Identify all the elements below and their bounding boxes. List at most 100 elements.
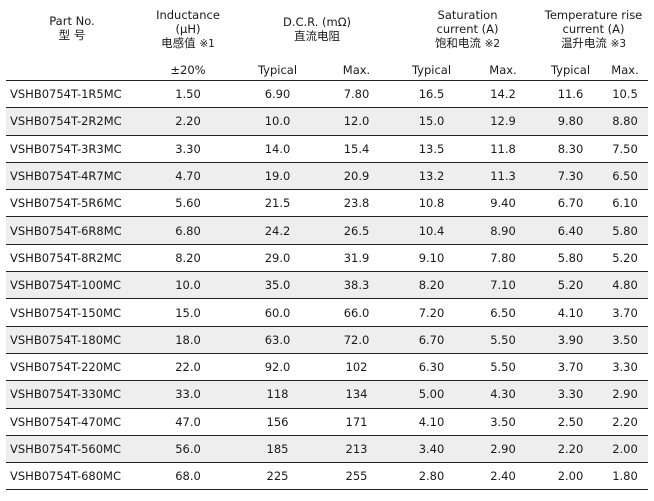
- saturation-cn-line: 饱和电流 ※2: [396, 36, 539, 51]
- dcr-max-cell: 171: [345, 414, 368, 429]
- temp-rise-typical-header: Typical: [550, 63, 591, 77]
- saturation-label: Saturation: [437, 8, 498, 22]
- saturation-typical-header: Typical: [411, 63, 452, 77]
- dcr-typical-cell: 10.0: [264, 114, 291, 129]
- temp-rise-typical-cell: 6.40: [557, 223, 584, 238]
- dcr-max-cell: 213: [345, 442, 368, 456]
- dcr-max-cell: 7.80: [343, 87, 370, 102]
- temp-rise-typical-cell: 3.30: [557, 387, 584, 402]
- temp-rise-max-header: Max.: [611, 63, 639, 77]
- dcr-max-header: Max.: [342, 63, 371, 77]
- saturation-typical-cell: 4.10: [418, 414, 445, 429]
- temp-rise-max-cell: 10.5: [612, 87, 638, 102]
- saturation-max-cell: 9.40: [490, 196, 516, 211]
- saturation-typical-cell: 3.40: [418, 442, 445, 456]
- saturation-max-cell: 5.50: [490, 332, 516, 347]
- dcr-typical-cell: 14.0: [264, 141, 291, 156]
- part-no-label: Part No.: [49, 14, 95, 28]
- inductance-tolerance: ±20%: [170, 63, 206, 77]
- inductance-cell: 3.30: [175, 141, 201, 156]
- inductance-cell: 47.0: [175, 414, 201, 429]
- temp-rise-max-cell: 2.20: [612, 414, 638, 429]
- saturation-typical-cell: 13.2: [418, 169, 445, 184]
- inductance-cell: 4.70: [175, 169, 201, 184]
- temp-rise-typical-cell: 2.20: [557, 442, 584, 456]
- table-header: Part No. 型 号 Inductance (μH) 电感值 ※1 D.C.…: [6, 4, 649, 81]
- spec-table: Part No. 型 号 Inductance (μH) 电感值 ※1 D.C.…: [6, 4, 649, 490]
- part-no-cell: VSHB0754T-2R2MC: [10, 114, 122, 129]
- table-row: VSHB0754T-5R6MC 5.60 21.5 23.8 10.8 9.40 6.70 6…: [6, 190, 649, 217]
- part-no-cell: VSHB0754T-8R2MC: [10, 250, 122, 265]
- table-row: VSHB0754T-1R5MC 1.50 6.90 7.80 16.5 14.2 11.6 1…: [6, 81, 649, 108]
- dcr-typical-cell: 92.0: [264, 360, 291, 375]
- inductance-cell: 1.50: [175, 87, 201, 102]
- saturation-max-cell: 2.40: [490, 469, 516, 484]
- temp-rise-typical-cell: 4.10: [557, 305, 584, 320]
- dcr-max-cell: 72.0: [343, 332, 370, 347]
- table-row: VSHB0754T-220MC 22.0 92.0 102 6.30 5.50 3.70 3.…: [6, 353, 649, 381]
- inductance-cell: 5.60: [175, 196, 201, 211]
- part-no-cell: VSHB0754T-4R7MC: [10, 169, 122, 184]
- dcr-max-cell: 38.3: [343, 278, 370, 293]
- dcr-header: D.C.R. (mΩ) 直流电阻: [238, 4, 396, 60]
- saturation-max-cell: 12.9: [490, 114, 516, 129]
- dcr-typical-cell: 156: [266, 414, 289, 429]
- inductance-cell: 2.20: [175, 114, 201, 129]
- temp-rise-max-cell: 3.50: [612, 332, 638, 347]
- temp-rise-label: Temperature rise: [544, 8, 643, 22]
- table-row: VSHB0754T-100MC 10.0 35.0 38.3 8.20 7.10 5.20 4…: [6, 271, 649, 299]
- saturation-typical-cell: 10.4: [418, 223, 445, 238]
- temp-rise-max-cell: 8.80: [612, 114, 638, 129]
- part-no-cn-label: 型 号: [58, 28, 86, 42]
- dcr-max-cell: 134: [345, 387, 368, 402]
- dcr-max-cell: 255: [345, 469, 368, 484]
- saturation-max-cell: 14.2: [490, 87, 516, 102]
- part-no-cell: VSHB0754T-470MC: [10, 414, 121, 429]
- dcr-typical-cell: 185: [266, 442, 289, 456]
- temp-rise-typical-cell: 6.70: [557, 196, 584, 211]
- inductance-note-mark: ※1: [199, 38, 215, 50]
- table-row: VSHB0754T-8R2MC 8.20 29.0 31.9 9.10 7.80 5.80 5…: [6, 244, 649, 272]
- saturation-max-cell: 7.10: [490, 278, 516, 293]
- dcr-max-cell: 15.4: [343, 141, 370, 156]
- inductance-cell: 68.0: [175, 469, 201, 484]
- table-row: VSHB0754T-330MC 33.0 118 134 5.00 4.30 3.30 2.9…: [6, 380, 649, 409]
- temp-rise-max-cell: 5.20: [612, 250, 638, 265]
- table-row: VSHB0754T-180MC 18.0 63.0 72.0 6.70 5.50 3.90 3…: [6, 326, 649, 354]
- saturation-typical-cell: 10.8: [418, 196, 445, 211]
- part-no-cell: VSHB0754T-3R3MC: [10, 141, 122, 156]
- dcr-max-cell: 26.5: [343, 223, 370, 238]
- part-no-cell: VSHB0754T-150MC: [10, 305, 121, 320]
- inductance-header: Inductance (μH) 电感值 ※1: [138, 4, 238, 60]
- temp-rise-unit: current (A): [562, 22, 625, 36]
- saturation-typical-cell: 8.20: [418, 278, 445, 293]
- saturation-cn-label: 饱和电流: [434, 36, 481, 50]
- saturation-typical-cell: 15.0: [418, 114, 445, 129]
- temp-rise-typical-cell: 5.80: [557, 250, 584, 265]
- part-no-cell: VSHB0754T-220MC: [10, 360, 121, 375]
- dcr-label: D.C.R. (mΩ): [282, 15, 352, 29]
- temp-rise-header: Temperature rise current (A) 温升电流 ※3: [539, 4, 648, 60]
- saturation-max-cell: 7.80: [490, 250, 516, 265]
- temp-rise-typical-cell: 9.80: [557, 114, 584, 129]
- dcr-typical-cell: 35.0: [264, 278, 291, 293]
- temp-rise-typical-cell: 3.70: [557, 360, 584, 375]
- table-row: VSHB0754T-560MC 56.0 185 213 3.40 2.90 2.20 2.0…: [6, 435, 649, 463]
- table-row: VSHB0754T-680MC 68.0 225 255 2.80 2.40 2.00 1.8…: [6, 463, 649, 490]
- header-row-sub: ±20% Typical Max. Typical Max. Typical M…: [6, 60, 649, 81]
- temp-rise-typical-cell: 2.50: [557, 414, 584, 429]
- temp-rise-typical-cell: 7.30: [557, 169, 584, 184]
- temp-rise-cn-label: 温升电流: [560, 36, 607, 50]
- saturation-typical-cell: 13.5: [418, 141, 445, 156]
- inductance-cell: 33.0: [175, 387, 201, 402]
- dcr-typical-cell: 21.5: [264, 196, 291, 211]
- header-row-main: Part No. 型 号 Inductance (μH) 电感值 ※1 D.C.…: [6, 4, 648, 60]
- dcr-max-cell: 12.0: [343, 114, 370, 129]
- dcr-typical-cell: 60.0: [264, 305, 291, 320]
- temp-rise-max-cell: 2.90: [612, 387, 638, 402]
- part-no-cell: VSHB0754T-330MC: [10, 387, 121, 402]
- part-no-cell: VSHB0754T-180MC: [10, 332, 121, 347]
- temp-rise-typical-cell: 8.30: [557, 141, 584, 156]
- temp-rise-max-cell: 6.50: [612, 169, 638, 184]
- saturation-max-cell: 11.3: [490, 169, 516, 184]
